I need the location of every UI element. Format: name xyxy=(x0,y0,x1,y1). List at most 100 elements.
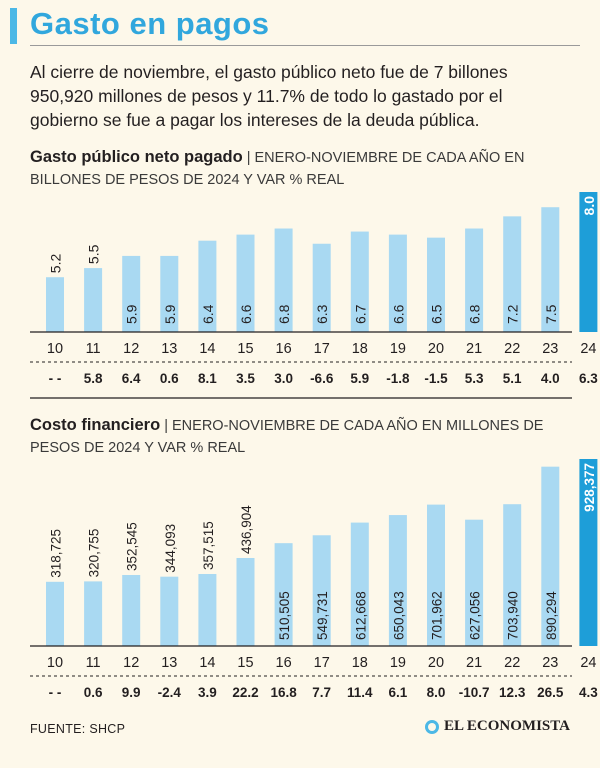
chart2-var-label: 22.2 xyxy=(232,685,258,700)
chart1-var-label: 5.9 xyxy=(350,371,369,386)
chart1-var-label: 0.6 xyxy=(160,371,179,386)
chart1-var-label: -6.6 xyxy=(310,371,334,386)
chart2-data-label: 357,515 xyxy=(201,521,216,570)
chart2-title: Costo financiero xyxy=(30,416,161,434)
chart1-bar xyxy=(84,268,103,332)
chart1-var-label: 8.1 xyxy=(198,371,217,386)
chart1-var-label: 3.0 xyxy=(274,371,293,386)
title-accent-bar xyxy=(10,8,17,44)
chart1-data-label: 6.8 xyxy=(276,304,292,324)
chart1-data-label: 6.5 xyxy=(429,304,445,324)
chart1-bar xyxy=(122,255,141,332)
chart1-bar xyxy=(236,234,255,332)
chart1-var-label: 5.1 xyxy=(503,371,522,386)
chart1-year-label: 18 xyxy=(352,341,368,357)
chart2-year-label: 19 xyxy=(390,655,406,671)
chart2-year-label: 21 xyxy=(466,655,482,671)
chart2-year-label: 12 xyxy=(123,655,139,671)
chart2-year-label: 10 xyxy=(47,655,63,671)
chart1-var-label: 3.5 xyxy=(236,371,255,386)
chart1-year-label: 19 xyxy=(390,341,406,357)
chart1-year-label: 24 xyxy=(580,341,596,357)
chart1-data-label: 5.9 xyxy=(124,304,140,324)
chart1-bar xyxy=(350,231,369,332)
chart2-year-label: 15 xyxy=(237,655,253,671)
chart2-var-label: 0.6 xyxy=(84,685,103,700)
chart2-year-label: 22 xyxy=(504,655,520,671)
chart2-data-label: 703,940 xyxy=(506,591,521,640)
chart2-year-label: 20 xyxy=(428,655,444,671)
chart1-year-label: 14 xyxy=(199,341,215,357)
chart2-var-label: -10.7 xyxy=(459,685,490,700)
chart1-year-label: 17 xyxy=(314,341,330,357)
chart1-year-label: 21 xyxy=(466,341,482,357)
chart2-bar xyxy=(160,576,179,646)
chart2-var-label: -2.4 xyxy=(158,685,182,700)
chart1-var-label: -1.8 xyxy=(386,371,410,386)
brand-mark-icon xyxy=(425,719,439,734)
chart2-data-label: 627,056 xyxy=(468,591,483,640)
chart1-var-label: 5.3 xyxy=(465,371,484,386)
chart1-data-label: 6.4 xyxy=(200,304,216,324)
chart1-var-label: 4.0 xyxy=(541,371,560,386)
intro-text: Al cierre de noviembre, el gasto público… xyxy=(30,62,508,130)
chart1-subtitle: | ENERO-NOVIEMBRE DE CADA AÑO EN BILLONE… xyxy=(30,150,525,188)
chart1-data-label: 5.5 xyxy=(86,244,102,264)
chart1-bar xyxy=(312,243,331,332)
chart1-title: Gasto público neto pagado xyxy=(30,148,243,166)
chart1-year-label: 10 xyxy=(47,341,63,357)
chart2-bar xyxy=(312,535,331,646)
chart1-data-label: 8.0 xyxy=(581,196,597,216)
chart1-var-label: 5.8 xyxy=(84,371,103,386)
chart2-bar xyxy=(350,522,369,646)
chart2-var-label: 3.9 xyxy=(198,685,217,700)
chart1-data-label: 6.8 xyxy=(467,304,483,324)
chart1-bar xyxy=(541,207,560,332)
chart2-year-label: 17 xyxy=(314,655,330,671)
chart2-bar xyxy=(198,573,217,646)
brand-logo: EL ECONOMISTA xyxy=(425,718,570,735)
chart1-year-label: 11 xyxy=(86,341,101,357)
chart2-data-label: 701,962 xyxy=(430,591,445,640)
chart1-data-label: 5.2 xyxy=(48,254,64,274)
chart2-year-label: 13 xyxy=(161,655,177,671)
chart2-bar xyxy=(427,504,445,646)
chart2-bar xyxy=(388,515,407,646)
chart1-bar xyxy=(388,234,407,332)
chart2-var-label: 16.8 xyxy=(270,685,297,700)
chart2-bar xyxy=(46,581,64,646)
chart1-year-label: 16 xyxy=(276,341,292,357)
chart1-var-label: - - xyxy=(49,371,62,386)
chart1-bar xyxy=(46,277,64,332)
chart1-data-label: 7.5 xyxy=(543,304,559,324)
chart2-data-label: 928,377 xyxy=(582,463,597,512)
source-note: FUENTE: SHCP xyxy=(30,722,126,736)
chart2-heading: Costo financiero | ENERO-NOVIEMBRE DE CA… xyxy=(30,414,575,459)
chart1-data-label: 6.6 xyxy=(390,304,406,324)
chart1-bar xyxy=(427,237,445,332)
chart1-bar xyxy=(465,228,484,332)
chart2-data-label: 320,755 xyxy=(87,529,102,578)
chart1-year-label: 13 xyxy=(161,341,177,357)
chart1-year-label: 20 xyxy=(428,341,444,357)
chart1-var-label: -1.5 xyxy=(424,371,448,386)
chart2-year-label: 16 xyxy=(276,655,292,671)
chart2-bar xyxy=(274,543,293,646)
chart2-var-label: 12.3 xyxy=(499,685,526,700)
chart1-data-label: 5.9 xyxy=(162,304,178,324)
chart1-year-label: 23 xyxy=(542,341,558,357)
chart1-data-label: 7.2 xyxy=(505,304,521,324)
chart2-var-label: 7.7 xyxy=(312,685,331,700)
chart1-bar xyxy=(503,216,522,332)
chart2-var-label: 11.4 xyxy=(347,685,373,700)
chart1-bar xyxy=(579,192,598,332)
chart1-var-label: 6.4 xyxy=(122,371,141,386)
page-title: Gasto en pagos xyxy=(30,6,270,41)
chart1-bar xyxy=(160,255,179,332)
chart2-data-label: 352,545 xyxy=(125,522,140,571)
chart1-year-label: 22 xyxy=(504,341,520,357)
title-divider xyxy=(30,45,580,46)
chart2-year-label: 18 xyxy=(352,655,368,671)
chart-gasto-publico: 5.2 10 - - 5.5 11 5.8 5.9 12 6.4 5.9 13 0.6 6.4 14 8.1… xyxy=(30,192,598,399)
chart2-data-label: 344,093 xyxy=(163,524,178,573)
